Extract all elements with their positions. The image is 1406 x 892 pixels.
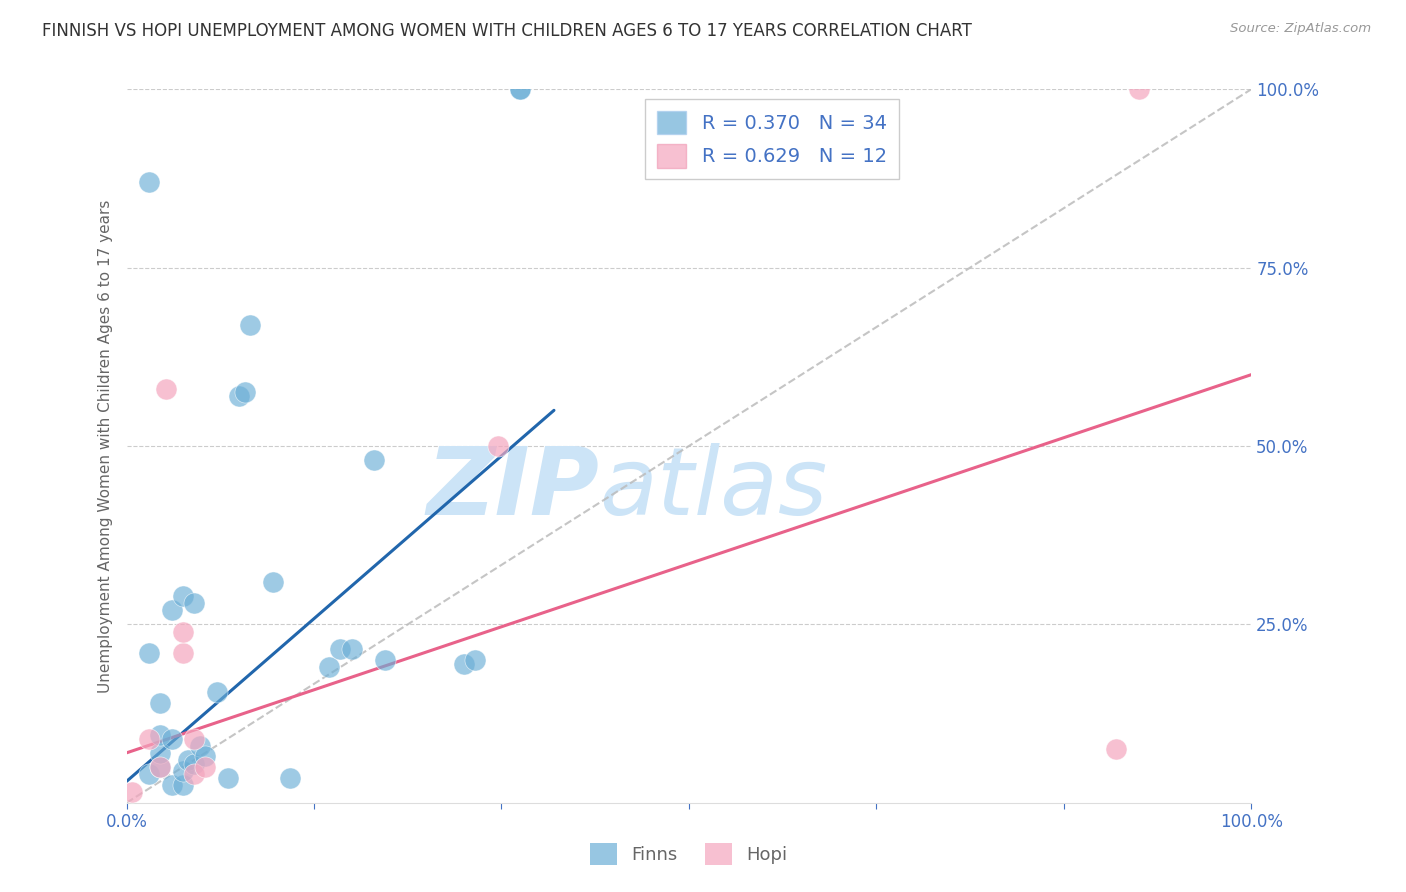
Point	[228, 389, 250, 403]
Point	[239, 318, 262, 332]
Y-axis label: Unemployment Among Women with Children Ages 6 to 17 years: Unemployment Among Women with Children A…	[97, 199, 112, 693]
Point	[172, 764, 194, 778]
Point	[486, 439, 509, 453]
Point	[155, 382, 177, 396]
Point	[160, 603, 183, 617]
Point	[363, 453, 385, 467]
Point	[183, 596, 205, 610]
Point	[188, 739, 211, 753]
Point	[172, 778, 194, 792]
Point	[262, 574, 284, 589]
Point	[149, 760, 172, 774]
Text: FINNISH VS HOPI UNEMPLOYMENT AMONG WOMEN WITH CHILDREN AGES 6 TO 17 YEARS CORREL: FINNISH VS HOPI UNEMPLOYMENT AMONG WOMEN…	[42, 22, 972, 40]
Point	[453, 657, 475, 671]
Point	[160, 731, 183, 746]
Point	[138, 767, 160, 781]
Point	[374, 653, 396, 667]
Point	[138, 175, 160, 189]
Text: atlas: atlas	[599, 443, 827, 534]
Point	[1128, 82, 1150, 96]
Point	[172, 624, 194, 639]
Point	[464, 653, 486, 667]
Point	[509, 82, 531, 96]
Point	[149, 696, 172, 710]
Point	[172, 589, 194, 603]
Point	[194, 760, 217, 774]
Legend: Finns, Hopi: Finns, Hopi	[583, 836, 794, 872]
Point	[177, 753, 200, 767]
Point	[183, 731, 205, 746]
Point	[172, 646, 194, 660]
Text: ZIP: ZIP	[426, 442, 599, 535]
Point	[149, 728, 172, 742]
Point	[121, 785, 143, 799]
Point	[183, 767, 205, 781]
Point	[318, 660, 340, 674]
Point	[138, 731, 160, 746]
Point	[233, 385, 256, 400]
Point	[160, 778, 183, 792]
Point	[149, 760, 172, 774]
Point	[1105, 742, 1128, 756]
Text: Source: ZipAtlas.com: Source: ZipAtlas.com	[1230, 22, 1371, 36]
Point	[149, 746, 172, 760]
Point	[217, 771, 239, 785]
Point	[183, 756, 205, 771]
Point	[509, 82, 531, 96]
Point	[278, 771, 301, 785]
Point	[138, 646, 160, 660]
Point	[205, 685, 228, 699]
Point	[194, 749, 217, 764]
Point	[340, 642, 363, 657]
Point	[329, 642, 352, 657]
